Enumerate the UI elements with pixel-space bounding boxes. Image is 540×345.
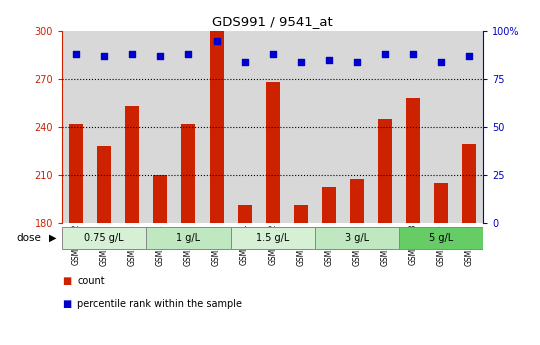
Bar [97,146,111,223]
Bar [210,31,224,223]
Bar [146,227,231,249]
Point [100,53,109,59]
Point [296,59,305,65]
Text: 3 g/L: 3 g/L [345,233,369,243]
Bar [378,119,392,223]
Bar [202,31,231,223]
Bar [294,205,308,223]
Text: 0.75 g/L: 0.75 g/L [84,233,124,243]
Bar [153,175,167,223]
Text: 1 g/L: 1 g/L [177,233,200,243]
Text: 1.5 g/L: 1.5 g/L [256,233,289,243]
Text: ■: ■ [62,299,71,308]
Point [409,51,417,57]
Title: GDS991 / 9541_at: GDS991 / 9541_at [212,16,333,29]
Point [156,53,165,59]
Point [128,51,137,57]
Bar [343,31,371,223]
Bar [238,205,252,223]
Bar [146,31,174,223]
Bar [62,31,90,223]
Text: dose: dose [16,233,41,243]
Text: percentile rank within the sample: percentile rank within the sample [77,299,242,308]
Bar [90,31,118,223]
Point [240,59,249,65]
Point [268,51,277,57]
Text: ▶: ▶ [49,233,56,243]
Bar [231,227,315,249]
Bar [62,227,146,249]
Point [465,53,474,59]
Bar [399,31,427,223]
Point [325,57,333,62]
Bar [322,187,336,223]
Text: ■: ■ [62,276,71,286]
Point [437,59,445,65]
Point [212,38,221,43]
Bar [181,124,195,223]
Text: count: count [77,276,105,286]
Bar [174,31,202,223]
Bar [350,179,364,223]
Bar [399,227,483,249]
Bar [259,31,287,223]
Text: 5 g/L: 5 g/L [429,233,453,243]
Bar [231,31,259,223]
Bar [118,31,146,223]
Bar [315,227,399,249]
Bar [427,31,455,223]
Bar [406,98,420,223]
Bar [434,183,448,223]
Point [72,51,80,57]
Point [184,51,193,57]
Bar [287,31,315,223]
Bar [455,31,483,223]
Bar [371,31,399,223]
Bar [266,82,280,223]
Bar [125,106,139,223]
Point [381,51,389,57]
Bar [315,31,343,223]
Point [353,59,361,65]
Bar [462,144,476,223]
Bar [69,124,83,223]
